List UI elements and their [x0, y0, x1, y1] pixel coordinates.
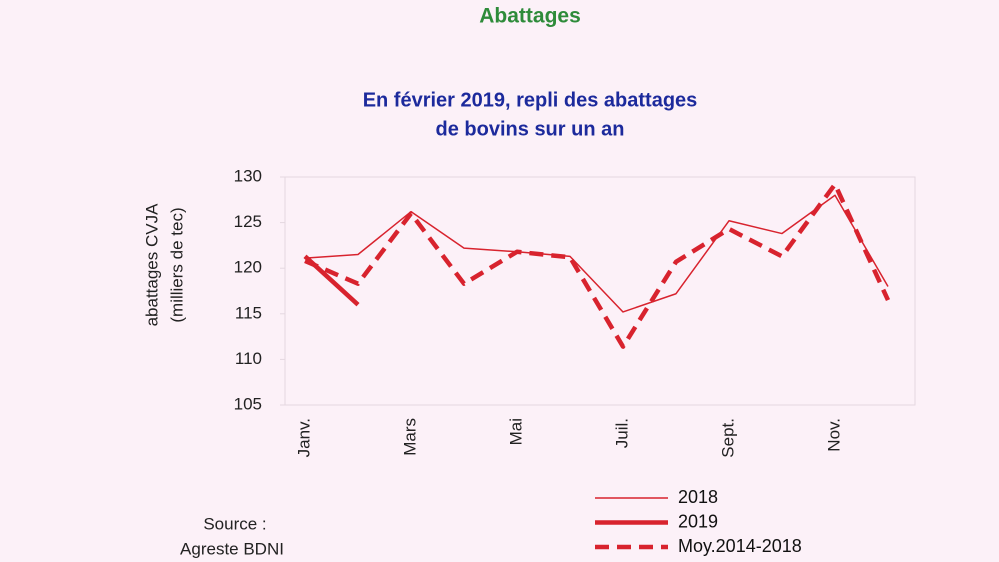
series-line	[304, 182, 891, 349]
legend-label: 2019	[678, 511, 718, 531]
x-tick-label: Sept.	[718, 418, 737, 458]
legend-label: Moy.2014-2018	[678, 536, 802, 556]
legend-label: 2018	[678, 487, 718, 507]
x-tick-label: Janv.	[294, 418, 313, 457]
y-tick-label: 115	[235, 303, 262, 322]
y-tick-label: 130	[234, 166, 262, 185]
x-tick-label: Juil.	[612, 418, 631, 448]
chart-subtitle: En février 2019, repli des abattages	[363, 89, 698, 111]
y-axis-label: (milliers de tec)	[167, 207, 186, 322]
chart-title: Abattages	[479, 5, 581, 28]
series-line	[304, 194, 889, 313]
y-tick-label: 105	[234, 394, 262, 413]
y-tick-label: 110	[235, 349, 262, 368]
plot-frame	[284, 176, 916, 406]
y-axis-label: abattages CVJA	[142, 203, 161, 327]
x-tick-label: Mars	[400, 418, 419, 456]
y-tick-label: 125	[234, 212, 262, 231]
y-tick-label: 120	[234, 258, 262, 277]
x-tick-label: Nov.	[824, 418, 843, 452]
source: Source :	[203, 514, 266, 533]
source: Agreste BDNI	[180, 539, 284, 558]
chart-subtitle: de bovins sur un an	[436, 118, 625, 140]
x-tick-label: Mai	[506, 418, 525, 445]
